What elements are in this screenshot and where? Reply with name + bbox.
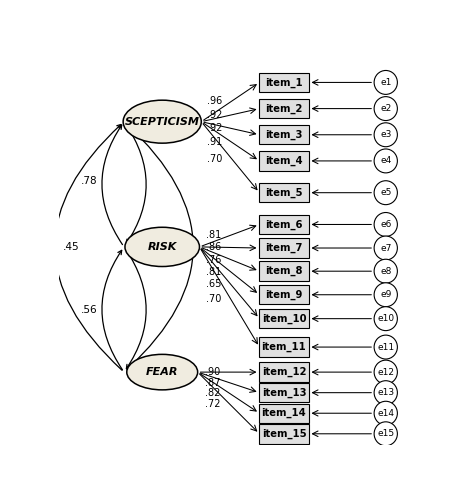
Text: e12: e12	[377, 368, 394, 376]
Circle shape	[374, 123, 397, 146]
Text: .65: .65	[206, 279, 221, 289]
Circle shape	[374, 180, 397, 204]
Text: item_13: item_13	[262, 388, 306, 398]
Circle shape	[374, 212, 397, 236]
Circle shape	[374, 70, 397, 94]
Text: .81: .81	[206, 267, 221, 277]
Text: e14: e14	[377, 408, 394, 418]
Text: .81: .81	[206, 230, 221, 240]
Text: e6: e6	[380, 220, 392, 229]
Text: e11: e11	[377, 342, 394, 351]
Text: .45: .45	[63, 242, 80, 252]
FancyBboxPatch shape	[259, 404, 309, 423]
Circle shape	[374, 422, 397, 446]
FancyArrowPatch shape	[102, 250, 122, 370]
Text: item_10: item_10	[262, 314, 306, 324]
Text: .78: .78	[81, 176, 98, 186]
Circle shape	[374, 360, 397, 384]
FancyBboxPatch shape	[259, 72, 309, 92]
Text: item_4: item_4	[265, 156, 303, 166]
FancyBboxPatch shape	[259, 151, 309, 171]
Circle shape	[374, 236, 397, 260]
FancyArrowPatch shape	[126, 124, 193, 370]
Text: .87: .87	[205, 378, 221, 388]
Text: item_7: item_7	[265, 243, 303, 253]
FancyBboxPatch shape	[259, 262, 309, 281]
Text: .70: .70	[207, 154, 222, 164]
FancyBboxPatch shape	[259, 383, 309, 402]
Circle shape	[374, 380, 397, 404]
Text: .96: .96	[207, 96, 222, 106]
Text: item_9: item_9	[265, 290, 303, 300]
Text: .70: .70	[206, 294, 221, 304]
Text: item_11: item_11	[262, 342, 306, 352]
FancyArrowPatch shape	[126, 124, 146, 244]
Ellipse shape	[127, 354, 197, 390]
Text: item_8: item_8	[265, 266, 303, 276]
Text: e8: e8	[380, 266, 392, 276]
Text: .82: .82	[205, 388, 221, 398]
FancyBboxPatch shape	[259, 424, 309, 444]
Text: .86: .86	[206, 242, 221, 252]
FancyBboxPatch shape	[259, 214, 309, 234]
Text: item_15: item_15	[262, 428, 306, 439]
Text: e2: e2	[380, 104, 391, 113]
Text: .76: .76	[206, 254, 221, 264]
Text: e5: e5	[380, 188, 392, 197]
Ellipse shape	[125, 228, 199, 266]
FancyBboxPatch shape	[259, 362, 309, 382]
Text: e10: e10	[377, 314, 394, 323]
Circle shape	[374, 96, 397, 120]
Circle shape	[374, 259, 397, 283]
FancyBboxPatch shape	[259, 183, 309, 203]
Text: item_6: item_6	[265, 220, 303, 230]
Circle shape	[374, 402, 397, 425]
Text: e3: e3	[380, 130, 392, 140]
FancyBboxPatch shape	[259, 309, 309, 328]
Text: item_3: item_3	[265, 130, 303, 140]
Circle shape	[374, 335, 397, 359]
Text: item_12: item_12	[262, 367, 306, 377]
FancyArrowPatch shape	[102, 125, 122, 244]
Text: .91: .91	[207, 137, 222, 147]
Text: item_2: item_2	[265, 104, 303, 114]
Circle shape	[374, 306, 397, 330]
Text: e9: e9	[380, 290, 392, 299]
FancyBboxPatch shape	[259, 99, 309, 118]
Circle shape	[374, 283, 397, 306]
FancyBboxPatch shape	[259, 238, 309, 258]
Text: SCEPTICISM: SCEPTICISM	[125, 116, 200, 126]
FancyBboxPatch shape	[259, 125, 309, 144]
Text: .56: .56	[81, 306, 98, 316]
Text: FEAR: FEAR	[146, 367, 179, 377]
Ellipse shape	[123, 100, 201, 143]
Text: .92: .92	[207, 124, 222, 134]
FancyArrowPatch shape	[55, 124, 122, 370]
FancyBboxPatch shape	[259, 285, 309, 304]
Text: item_14: item_14	[262, 408, 306, 418]
Text: e15: e15	[377, 430, 394, 438]
Text: e1: e1	[380, 78, 392, 87]
Circle shape	[374, 149, 397, 173]
FancyArrowPatch shape	[126, 249, 146, 368]
Text: .90: .90	[205, 367, 221, 377]
Text: RISK: RISK	[148, 242, 177, 252]
Text: item_5: item_5	[265, 188, 303, 198]
Text: e13: e13	[377, 388, 394, 397]
FancyBboxPatch shape	[259, 338, 309, 357]
Text: .72: .72	[205, 399, 221, 409]
Text: e7: e7	[380, 244, 392, 252]
Text: .92: .92	[207, 110, 222, 120]
Text: item_1: item_1	[265, 78, 303, 88]
Text: e4: e4	[380, 156, 391, 166]
